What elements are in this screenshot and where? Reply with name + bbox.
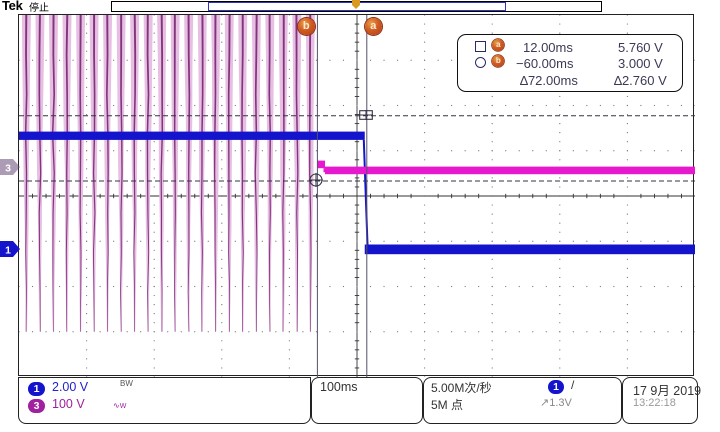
svg-text:1: 1 (5, 244, 11, 256)
svg-text:3: 3 (5, 163, 11, 175)
